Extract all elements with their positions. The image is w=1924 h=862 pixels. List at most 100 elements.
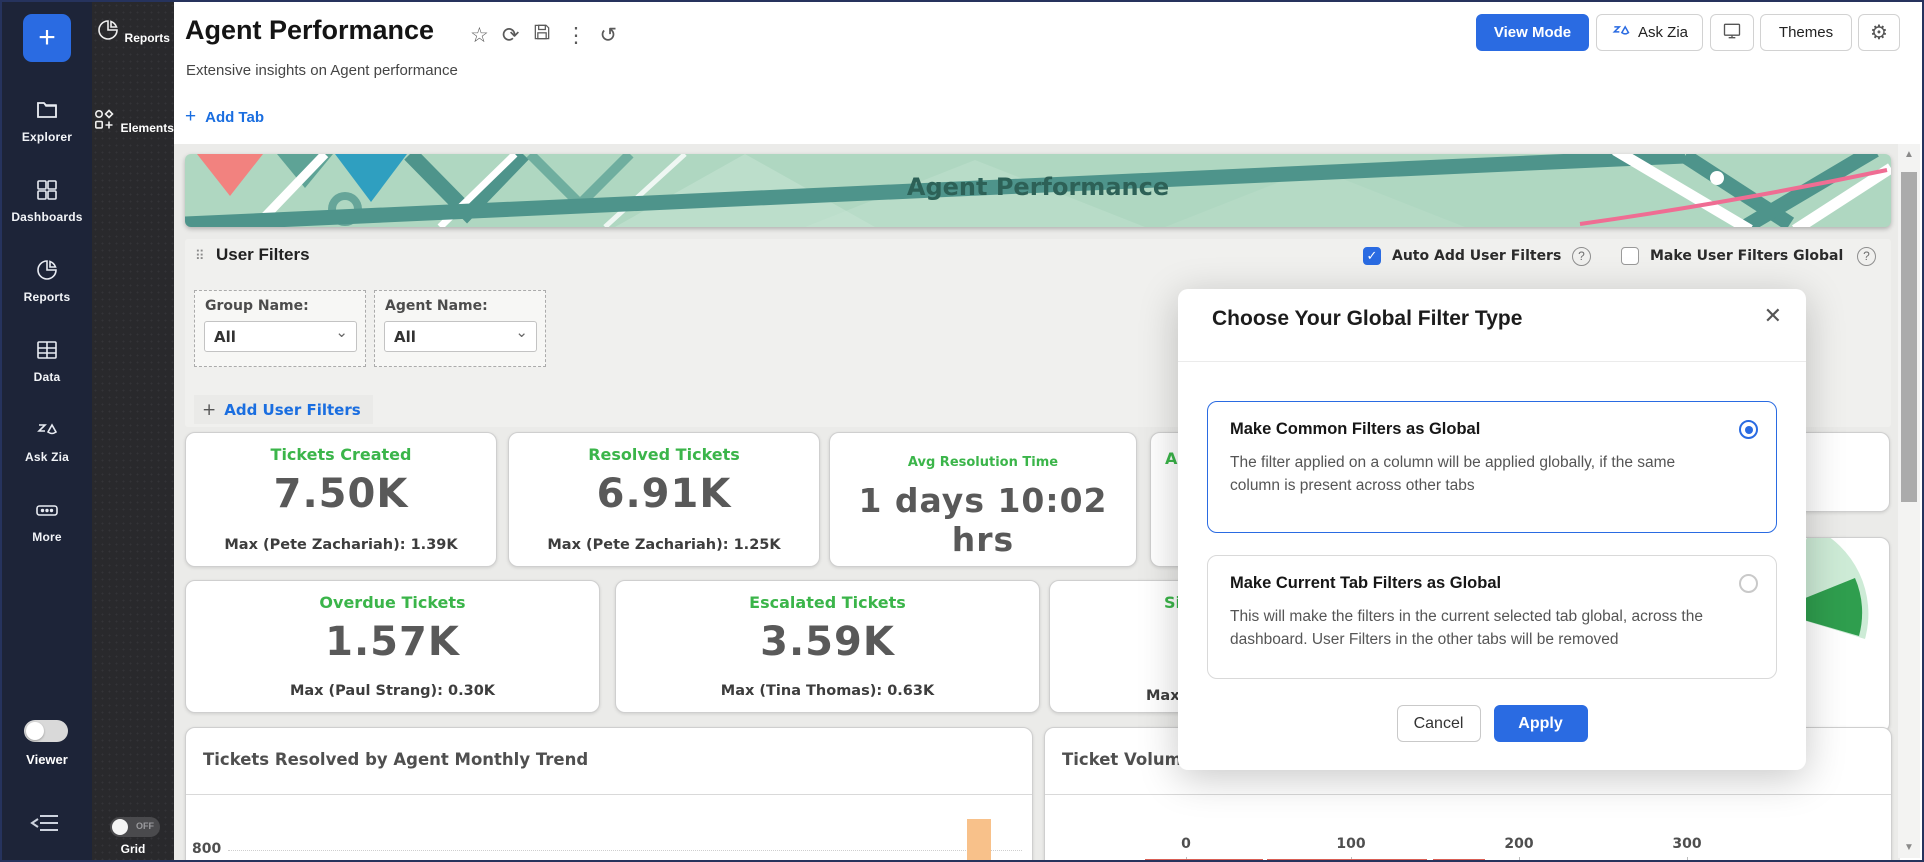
viewer-toggle[interactable] — [24, 720, 68, 742]
table-icon — [2, 338, 92, 364]
tick-mark — [1687, 857, 1688, 860]
sidebar-item-label: Reports — [23, 290, 71, 304]
help-icon[interactable]: ? — [1857, 247, 1876, 266]
ask-zia-button[interactable]: Ask Zia — [1596, 14, 1703, 51]
collapse-sidebar-icon[interactable] — [30, 810, 60, 841]
x-axis-tick: 100 — [1336, 836, 1366, 852]
kebab-menu-icon[interactable]: ⋮ — [565, 23, 587, 47]
sidebar-item-reports[interactable]: Reports — [2, 258, 92, 306]
make-user-filters-global-checkbox[interactable] — [1621, 247, 1639, 265]
close-icon[interactable]: ✕ — [1763, 303, 1782, 328]
tick-mark — [1186, 857, 1187, 860]
dialog-title: Choose Your Global Filter Type — [1212, 307, 1523, 330]
refresh-icon[interactable]: ⟳ — [501, 23, 520, 47]
pie-chart-icon — [2, 258, 92, 284]
sidebar-item-label: Data — [33, 370, 61, 384]
folder-icon — [2, 98, 92, 124]
option-common-filters-global[interactable]: Make Common Filters as Global The filter… — [1207, 401, 1777, 533]
gear-icon: ⚙ — [1870, 22, 1888, 44]
divider — [1178, 361, 1806, 362]
scroll-down-icon[interactable]: ▼ — [1904, 842, 1914, 853]
group-name-select[interactable]: All ⌄ — [204, 321, 357, 352]
pie-chart-icon — [96, 20, 120, 46]
apply-button[interactable]: Apply — [1493, 705, 1588, 742]
kpi-footer-fragment: Max — [1146, 688, 1180, 704]
save-icon[interactable] — [532, 22, 552, 49]
auto-add-user-filters-checkbox[interactable]: ✓ — [1363, 247, 1381, 265]
sidebar-item-ask-zia[interactable]: Ask Zia — [2, 418, 92, 466]
scrollbar-thumb[interactable] — [1901, 172, 1917, 502]
plus-icon: + — [185, 106, 197, 127]
sidebar-item-label: Ask Zia — [24, 450, 70, 464]
favorite-star-icon[interactable]: ☆ — [470, 23, 489, 47]
x-axis-tick: 200 — [1504, 836, 1534, 852]
help-icon[interactable]: ? — [1572, 247, 1591, 266]
sidebar-item-more[interactable]: More — [2, 498, 92, 546]
kpi-title: Resolved Tickets — [588, 445, 740, 464]
create-new-button[interactable]: + — [23, 14, 71, 62]
kpi-footer: Max (Pete Zachariah): 1.25K — [547, 537, 781, 553]
chevron-down-icon: ⌄ — [515, 324, 528, 341]
vertical-scrollbar[interactable]: ▲ ▼ — [1898, 144, 1920, 858]
question-glyph: ? — [1863, 249, 1870, 263]
sidebar-item-dashboards[interactable]: Dashboards — [2, 178, 92, 226]
primary-sidebar: + Explorer Dashboards Reports Data Ask Z… — [2, 2, 92, 860]
zia-icon — [1611, 21, 1631, 45]
tool-item-label: Elements — [120, 121, 174, 135]
tool-item-reports[interactable]: Reports — [92, 18, 174, 47]
radio-unselected[interactable] — [1739, 574, 1758, 593]
bar-segment — [967, 819, 991, 860]
agent-name-value: All — [394, 328, 416, 346]
kpi-title: Tickets Created — [270, 445, 412, 464]
title-action-icons: ☆ ⟳ ⋮ ↺ — [470, 22, 617, 49]
user-filters-title: User Filters — [216, 245, 310, 264]
scroll-up-icon[interactable]: ▲ — [1904, 149, 1914, 160]
kpi-card-escalated-tickets[interactable]: Escalated Tickets 3.59K Max (Tina Thomas… — [615, 580, 1040, 713]
bar-segment — [1433, 859, 1485, 860]
settings-button[interactable]: ⚙ — [1858, 14, 1900, 51]
kpi-title-fragment: Si — [1164, 593, 1182, 612]
view-mode-button[interactable]: View Mode — [1476, 14, 1589, 51]
sidebar-item-label: Dashboards — [11, 210, 83, 224]
sidebar-item-explorer[interactable]: Explorer — [2, 98, 92, 146]
dialog-actions: Cancel Apply — [1178, 705, 1806, 742]
divider — [186, 794, 1032, 795]
presentation-mode-button[interactable] — [1710, 14, 1754, 51]
drag-handle-icon[interactable]: ⠿ — [195, 248, 205, 263]
option-current-tab-filters-global[interactable]: Make Current Tab Filters as Global This … — [1207, 555, 1777, 679]
add-tab-link[interactable]: + Add Tab — [185, 106, 264, 128]
auto-add-user-filters-label: Auto Add User Filters — [1392, 248, 1562, 264]
kpi-card-tickets-created[interactable]: Tickets Created 7.50K Max (Pete Zacharia… — [185, 432, 497, 567]
kpi-title: Escalated Tickets — [749, 593, 906, 612]
kpi-card-overdue-tickets[interactable]: Overdue Tickets 1.57K Max (Paul Strang):… — [185, 580, 600, 713]
cancel-button[interactable]: Cancel — [1396, 705, 1481, 742]
sidebar-item-data[interactable]: Data — [2, 338, 92, 386]
chart-card-monthly-trend[interactable]: Tickets Resolved by Agent Monthly Trend … — [185, 727, 1033, 860]
tool-item-elements[interactable]: Elements — [92, 108, 174, 137]
themes-button[interactable]: Themes — [1760, 14, 1852, 51]
elements-shapes-icon — [92, 109, 116, 136]
kpi-card-avg-resolution-time[interactable]: Avg Resolution Time 1 days 10:02 hrs — [829, 432, 1137, 567]
plus-icon: + — [38, 21, 56, 54]
group-name-label: Group Name: — [205, 298, 309, 314]
agent-name-select[interactable]: All ⌄ — [384, 321, 537, 352]
radio-selected[interactable] — [1739, 420, 1758, 439]
more-ellipsis-icon — [2, 498, 92, 524]
undo-icon[interactable]: ↺ — [599, 23, 618, 47]
toggle-knob — [112, 819, 128, 835]
group-name-filter: Group Name: All ⌄ — [194, 290, 366, 367]
make-user-filters-global-label: Make User Filters Global — [1650, 248, 1844, 264]
kpi-value: 1.57K — [325, 619, 460, 665]
bar-segment — [1145, 859, 1263, 860]
grid-toggle[interactable]: OFF — [110, 817, 160, 837]
option-description: The filter applied on a column will be a… — [1230, 454, 1676, 495]
kpi-value: 3.59K — [760, 619, 895, 665]
kpi-card-resolved-tickets[interactable]: Resolved Tickets 6.91K Max (Pete Zachari… — [508, 432, 820, 567]
monitor-icon — [1722, 21, 1742, 45]
gridline — [228, 850, 1022, 851]
divider — [1045, 794, 1891, 795]
kpi-footer: Max (Paul Strang): 0.30K — [289, 683, 496, 699]
add-user-filters-link[interactable]: + Add User Filters — [194, 395, 373, 424]
chart-title: Tickets Resolved by Agent Monthly Trend — [203, 750, 589, 769]
